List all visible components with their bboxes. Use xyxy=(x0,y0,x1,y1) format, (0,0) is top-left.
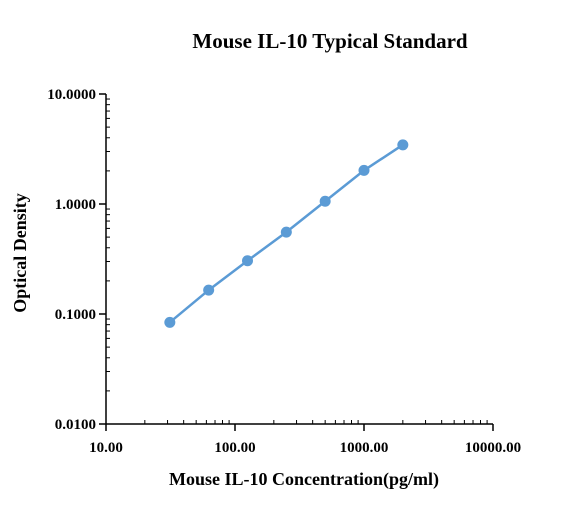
data-point xyxy=(164,316,176,328)
ticks: 0.0100 0.1000 1.0000 10.0000 10.00 100.00 1000… xyxy=(47,87,521,456)
y-tick-label: 0.0100 xyxy=(55,417,96,433)
series-layer xyxy=(164,139,409,328)
data-point xyxy=(397,139,409,151)
axes xyxy=(105,94,493,425)
x-tick-label: 10000.00 xyxy=(465,440,521,456)
y-tick-label: 1.0000 xyxy=(55,197,96,213)
x-tick-label: 1000.00 xyxy=(340,440,389,456)
x-tick-label: 100.00 xyxy=(214,440,255,456)
x-tick-label: 10.00 xyxy=(89,440,123,456)
chart-title: Mouse IL-10 Typical Standard xyxy=(192,29,468,53)
x-axis-label: Mouse IL-10 Concentration(pg/ml) xyxy=(169,469,439,490)
data-point xyxy=(358,164,370,176)
data-point xyxy=(203,284,215,296)
data-point xyxy=(319,195,331,207)
data-point xyxy=(280,226,292,238)
y-tick-label: 10.0000 xyxy=(47,87,96,103)
y-axis-label: Optical Density xyxy=(10,193,30,313)
y-tick-label: 0.1000 xyxy=(55,307,96,323)
data-point xyxy=(242,255,254,267)
